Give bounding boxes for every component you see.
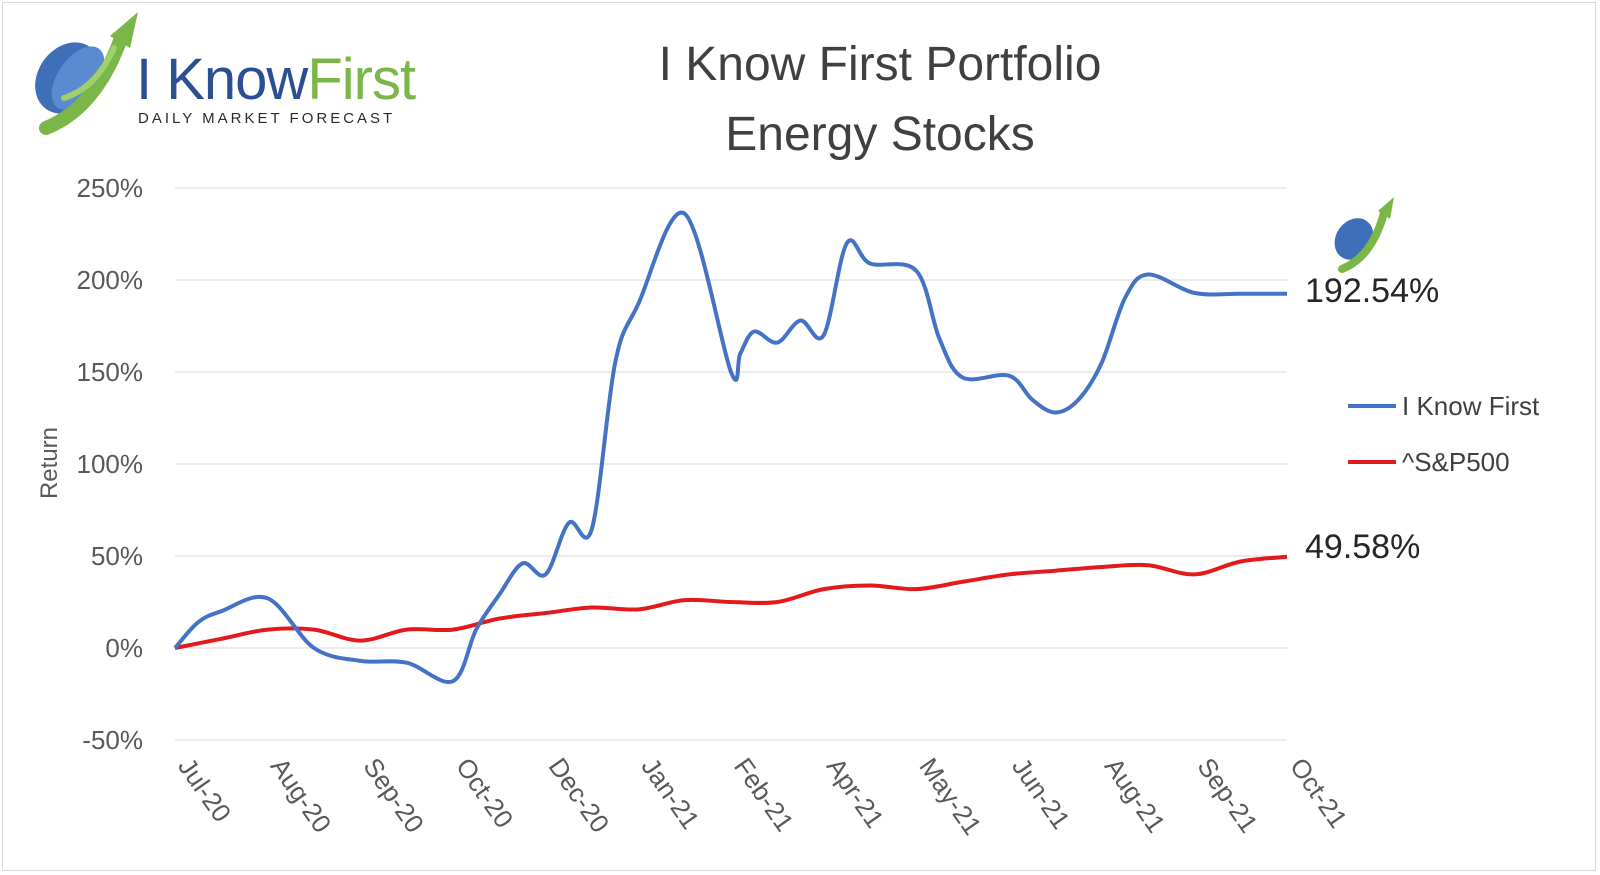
x-tick-label: Dec-20 xyxy=(543,752,616,838)
y-tick-label: 0% xyxy=(105,633,143,663)
logo-swoosh-icon xyxy=(35,12,138,135)
y-tick-label: 50% xyxy=(91,541,143,571)
x-tick-label: Feb-21 xyxy=(728,752,800,837)
legend-item-sp500: ^S&P500 xyxy=(1348,434,1539,490)
logo-tagline: DAILY MARKET FORECAST xyxy=(138,110,396,127)
x-tick-label: May-21 xyxy=(913,752,987,840)
x-tick-label: Apr-21 xyxy=(821,752,890,833)
x-tick-label: Aug-20 xyxy=(265,752,338,838)
i-know-first-logo: I KnowFirst DAILY MARKET FORECAST xyxy=(26,8,456,138)
y-tick-label: 250% xyxy=(77,173,144,203)
small-logo-icon xyxy=(1334,197,1394,273)
series-line-i-know-first xyxy=(173,210,1288,685)
legend-label-i-know-first: I Know First xyxy=(1402,390,1540,421)
y-tick-label: 100% xyxy=(77,449,144,479)
x-tick-label: Jul-20 xyxy=(172,752,237,827)
logo-wordmark: I KnowFirst xyxy=(136,47,416,112)
x-tick-label: Oct-20 xyxy=(450,752,519,833)
end-label-i-know-first: 192.54% xyxy=(1305,272,1440,310)
legend-item-i-know-first: I Know First xyxy=(1348,378,1539,434)
x-tick-label: Jun-21 xyxy=(1006,752,1076,834)
x-tick-label: Sep-21 xyxy=(1191,752,1264,838)
chart-legend: I Know First ^S&P500 xyxy=(1348,378,1539,490)
chart-title-line-1: I Know First Portfolio xyxy=(658,38,1102,91)
legend-swatch-sp500 xyxy=(1348,460,1396,464)
end-label-sp500: 49.58% xyxy=(1305,528,1421,566)
x-tick-label: Oct-21 xyxy=(1284,752,1353,833)
logo-word-i-know: I Know xyxy=(136,47,308,112)
chart-title-line-2: Energy Stocks xyxy=(725,108,1035,161)
legend-swatch-i-know-first xyxy=(1348,404,1396,408)
y-tick-label: 150% xyxy=(77,357,144,387)
legend-label-sp500: ^S&P500 xyxy=(1402,446,1510,477)
x-tick-label: Sep-20 xyxy=(357,752,430,838)
chart-title: I Know First Portfolio Energy Stocks xyxy=(560,30,1200,170)
y-tick-label: 200% xyxy=(77,265,144,295)
series-line-sp500 xyxy=(174,554,1288,650)
x-tick-label: Jan-21 xyxy=(635,752,705,834)
y-tick-label: -50% xyxy=(82,725,143,755)
logo-word-first: First xyxy=(307,47,416,112)
x-tick-label: Aug-21 xyxy=(1099,752,1172,838)
